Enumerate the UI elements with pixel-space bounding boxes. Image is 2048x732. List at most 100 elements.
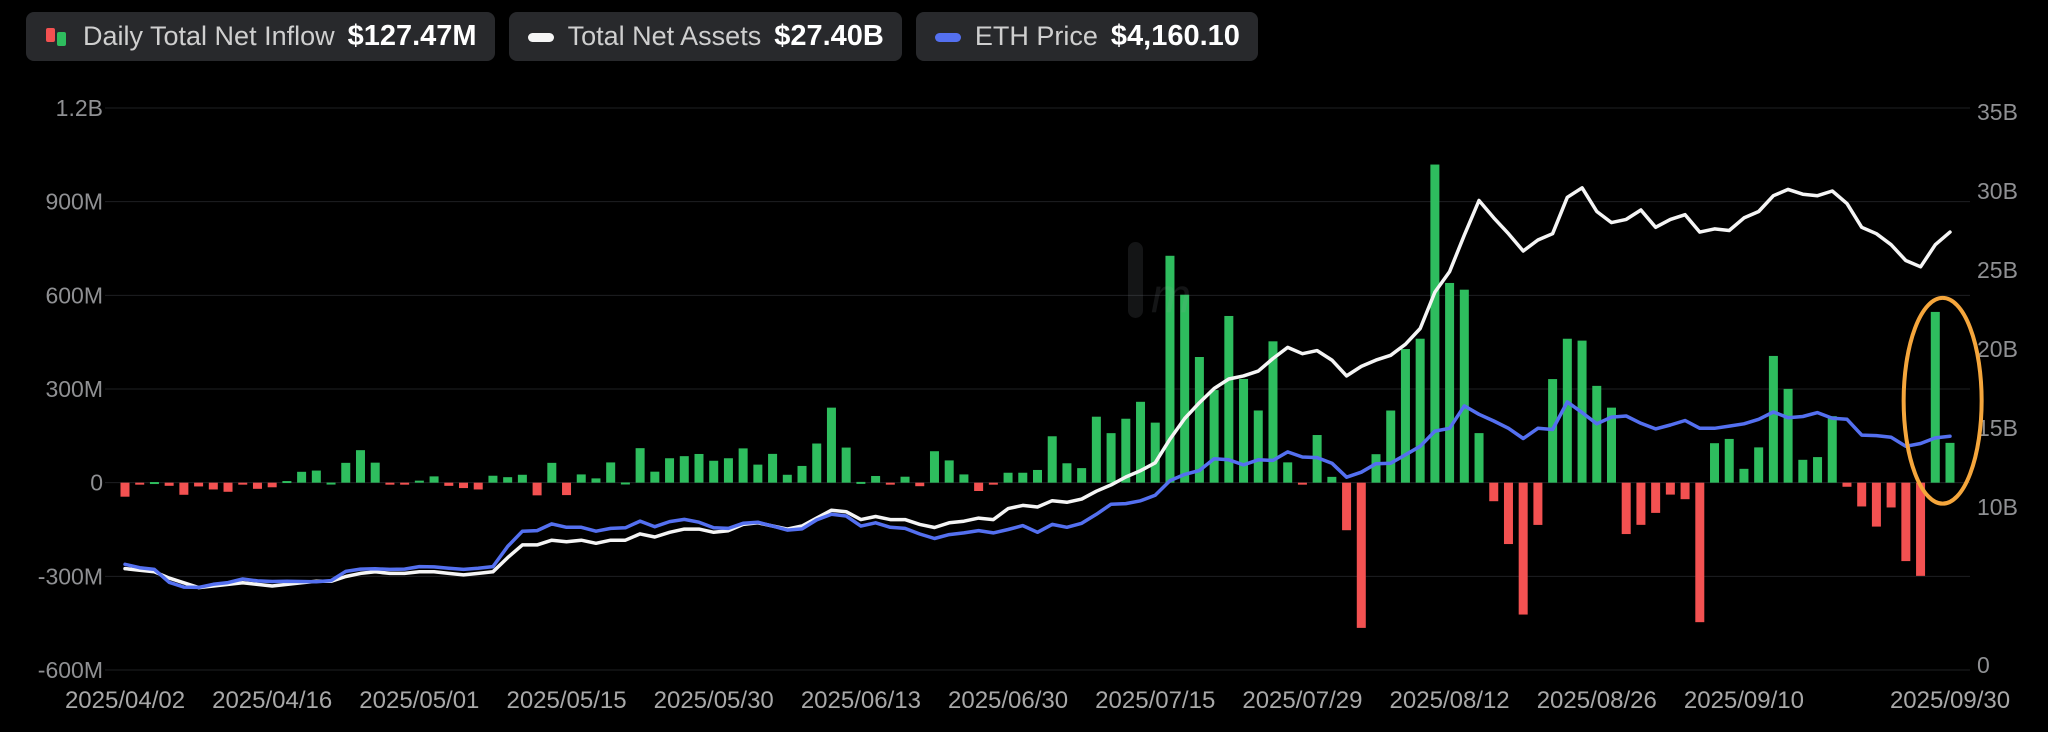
inflow-bar[interactable]: [1592, 385, 1602, 483]
inflow-bar[interactable]: [1813, 457, 1823, 483]
inflow-bar[interactable]: [1945, 442, 1955, 483]
inflow-bar[interactable]: [1106, 433, 1116, 483]
inflow-bar[interactable]: [459, 482, 469, 489]
inflow-bar[interactable]: [149, 482, 159, 485]
inflow-bar[interactable]: [959, 474, 969, 483]
inflow-bar[interactable]: [1150, 422, 1160, 483]
inflow-bar[interactable]: [341, 462, 351, 483]
inflow-bar[interactable]: [1077, 468, 1087, 483]
inflow-bar[interactable]: [900, 476, 910, 483]
inflow-bar[interactable]: [606, 462, 616, 483]
inflow-bar[interactable]: [1194, 356, 1204, 483]
inflow-bar[interactable]: [1003, 472, 1013, 483]
inflow-bar[interactable]: [208, 482, 218, 490]
inflow-bar[interactable]: [1136, 401, 1146, 483]
inflow-bar[interactable]: [179, 482, 189, 495]
inflow-bar[interactable]: [1165, 255, 1175, 483]
inflow-bar[interactable]: [252, 482, 262, 489]
inflow-bar[interactable]: [488, 475, 498, 483]
inflow-bar[interactable]: [1783, 388, 1793, 483]
inflow-bar[interactable]: [679, 456, 689, 483]
inflow-bar[interactable]: [444, 482, 454, 486]
inflow-bar[interactable]: [1621, 482, 1631, 535]
inflow-bar[interactable]: [355, 450, 365, 483]
inflow-bar[interactable]: [1445, 282, 1455, 483]
inflow-bar[interactable]: [1710, 443, 1720, 483]
inflow-bar[interactable]: [1754, 447, 1764, 483]
inflow-bar[interactable]: [297, 471, 307, 483]
inflow-bar[interactable]: [1636, 482, 1646, 525]
inflow-bar[interactable]: [1827, 416, 1837, 483]
inflow-bar[interactable]: [1739, 468, 1749, 483]
inflow-bar[interactable]: [1371, 454, 1381, 483]
inflow-bar[interactable]: [782, 474, 792, 483]
inflow-bar[interactable]: [620, 482, 630, 485]
inflow-bar[interactable]: [1297, 482, 1307, 485]
inflow-bar[interactable]: [1724, 438, 1734, 483]
inflow-bar[interactable]: [856, 481, 866, 484]
inflow-bar[interactable]: [135, 482, 145, 485]
inflow-bar[interactable]: [1253, 410, 1263, 483]
inflow-bar[interactable]: [1651, 482, 1661, 513]
inflow-bar[interactable]: [370, 462, 380, 483]
inflow-bar[interactable]: [311, 470, 321, 483]
inflow-bar[interactable]: [576, 474, 586, 483]
inflow-bar[interactable]: [1901, 482, 1911, 562]
inflow-bar[interactable]: [1327, 476, 1337, 483]
inflow-bar[interactable]: [1518, 482, 1528, 615]
inflow-bar[interactable]: [1356, 482, 1366, 628]
inflow-bar[interactable]: [723, 458, 733, 483]
inflow-bar[interactable]: [1047, 436, 1057, 483]
inflow-bar[interactable]: [1239, 378, 1249, 483]
legend-item-daily-net-inflow[interactable]: Daily Total Net Inflow $127.47M: [26, 12, 495, 61]
inflow-bar[interactable]: [694, 453, 704, 483]
inflow-bar[interactable]: [1562, 338, 1572, 483]
inflow-bar[interactable]: [473, 482, 483, 490]
inflow-bar[interactable]: [650, 471, 660, 483]
inflow-bar[interactable]: [1091, 416, 1101, 483]
inflow-bar[interactable]: [885, 482, 895, 485]
inflow-bar[interactable]: [429, 476, 439, 483]
inflow-bar[interactable]: [1400, 349, 1410, 483]
inflow-bar[interactable]: [532, 482, 542, 496]
inflow-bar[interactable]: [1268, 341, 1278, 483]
inflow-bar[interactable]: [1916, 482, 1926, 576]
legend-item-eth-price[interactable]: ETH Price $4,160.10: [915, 12, 1258, 61]
inflow-bar[interactable]: [1209, 390, 1219, 483]
inflow-bar[interactable]: [1415, 338, 1425, 483]
inflow-bar[interactable]: [400, 482, 410, 485]
inflow-bar[interactable]: [547, 462, 557, 483]
inflow-bar[interactable]: [1121, 418, 1131, 483]
inflow-bar[interactable]: [1283, 462, 1293, 483]
inflow-bar[interactable]: [164, 482, 174, 486]
inflow-bar[interactable]: [1768, 355, 1778, 483]
inflow-bar[interactable]: [635, 448, 645, 483]
inflow-bar[interactable]: [1533, 482, 1543, 525]
inflow-bar[interactable]: [1886, 482, 1896, 508]
inflow-bar[interactable]: [753, 464, 763, 483]
inflow-bar[interactable]: [238, 482, 248, 485]
inflow-bar[interactable]: [1665, 482, 1675, 495]
inflow-bar[interactable]: [1503, 482, 1513, 545]
inflow-bar[interactable]: [812, 443, 822, 483]
inflow-bar[interactable]: [768, 453, 778, 483]
inflow-bar[interactable]: [414, 480, 424, 483]
legend-item-total-net-assets[interactable]: Total Net Assets $27.40B: [508, 12, 902, 61]
inflow-bar[interactable]: [591, 478, 601, 483]
inflow-bar[interactable]: [1018, 472, 1028, 483]
inflow-bar[interactable]: [974, 482, 984, 492]
inflow-bar[interactable]: [385, 482, 395, 485]
net-assets-line[interactable]: [123, 186, 1952, 590]
inflow-bar[interactable]: [562, 482, 572, 496]
inflow-bar[interactable]: [944, 460, 954, 483]
inflow-bar[interactable]: [1224, 315, 1234, 483]
inflow-bar[interactable]: [1033, 469, 1042, 483]
inflow-bar[interactable]: [826, 407, 836, 483]
inflow-bar[interactable]: [1180, 294, 1190, 483]
inflow-bar[interactable]: [797, 465, 807, 483]
inflow-bar[interactable]: [194, 482, 204, 487]
inflow-bar[interactable]: [1342, 482, 1352, 531]
inflow-bar[interactable]: [1930, 311, 1940, 483]
inflow-bar[interactable]: [282, 481, 292, 484]
